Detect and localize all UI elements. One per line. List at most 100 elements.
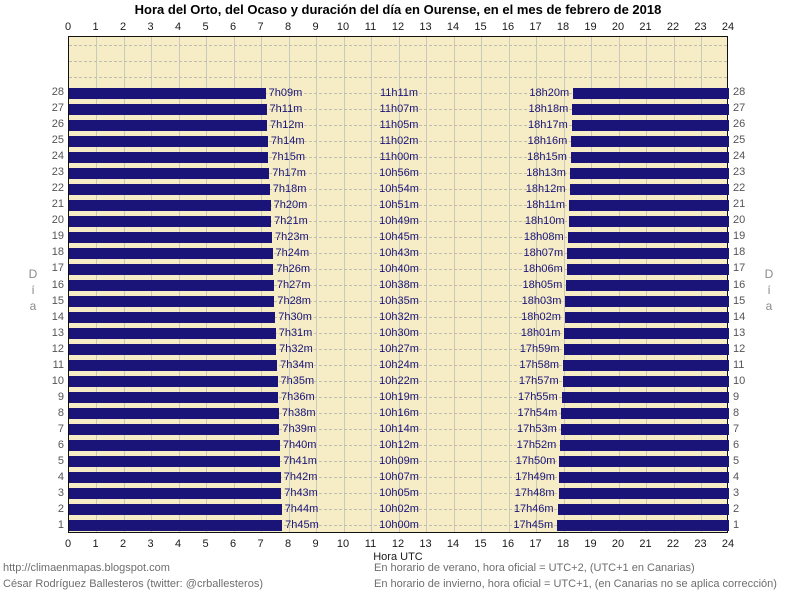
- day-length-label: 10h02m: [379, 503, 419, 516]
- gridline-dashed: [69, 509, 727, 511]
- footer-source-url: http://climaenmapas.blogspot.com: [3, 562, 170, 574]
- day-number-right: 12: [733, 342, 746, 355]
- day-number-right: 28: [733, 86, 746, 99]
- night-bar-after-sunset: [558, 472, 729, 484]
- gridline-dashed: [69, 525, 727, 527]
- day-number-left: 28: [51, 86, 64, 99]
- x-axis-bottom: 0 1 2 3 4 5 6 7 8 9 10 11 12 13 14 15 16 17 18 19 20 21 22 23 24: [0, 537, 796, 551]
- day-number-right: 21: [733, 198, 746, 211]
- x-tick-label: 3: [147, 538, 154, 550]
- sunset-time-label: 18h06m: [522, 262, 563, 275]
- night-bar-after-sunset: [569, 199, 729, 211]
- gridline-dashed: [69, 44, 727, 46]
- x-tick-label: 8: [284, 21, 292, 33]
- day-number-left: 13: [51, 326, 64, 339]
- gridline-vertical: [453, 37, 455, 532]
- sunset-time-label: 18h02m: [521, 311, 561, 324]
- night-bar-after-sunset: [561, 408, 729, 420]
- day-length-label: 10h49m: [379, 214, 419, 227]
- day-number-left: 22: [51, 182, 64, 195]
- sunset-time-label: 18h18m: [528, 102, 569, 115]
- day-number-left: 19: [51, 230, 64, 243]
- gridline-dashed: [69, 445, 727, 447]
- day-length-label: 10h30m: [379, 327, 419, 340]
- day-number-right: 24: [733, 150, 746, 163]
- day-number-left: 24: [51, 150, 64, 163]
- night-bar-before-sunrise: [69, 456, 281, 468]
- y-axis-title-letter: a: [765, 299, 773, 313]
- x-tick-label: 14: [446, 21, 460, 33]
- day-number-right: 6: [733, 438, 740, 451]
- night-bar-after-sunset: [562, 376, 729, 388]
- day-number-left: 9: [57, 390, 64, 403]
- sunset-time-label: 18h05m: [522, 279, 563, 291]
- gridline-vertical: [536, 37, 537, 532]
- night-bar-before-sunrise: [69, 87, 266, 99]
- night-bar-before-sunrise: [69, 424, 280, 436]
- day-length-label: 10h19m: [379, 391, 419, 404]
- x-tick-label: 2: [119, 538, 127, 550]
- night-bar-before-sunrise: [69, 520, 283, 532]
- night-bar-after-sunset: [569, 183, 729, 195]
- day-length-label: 10h32m: [379, 311, 419, 324]
- sunset-time-label: 18h10m: [524, 214, 565, 227]
- x-tick-label: 24: [721, 538, 735, 550]
- x-tick-label: 23: [694, 21, 707, 33]
- gridline-dashed: [69, 333, 727, 335]
- sunset-time-label: 18h12m: [525, 182, 566, 195]
- gridline-dashed: [69, 60, 727, 62]
- x-tick-label: 4: [174, 21, 182, 33]
- day-length-label: 10h05m: [379, 487, 419, 500]
- day-number-left: 17: [51, 262, 64, 275]
- footer-note-winter: En horario de invierno, hora oficial = U…: [374, 578, 777, 590]
- night-bar-before-sunrise: [69, 312, 276, 324]
- x-tick-label: 16: [501, 21, 515, 33]
- day-length-label: 11h05m: [379, 118, 419, 131]
- sunrise-time-label: 7h26m: [276, 262, 311, 275]
- x-tick-label: 8: [284, 538, 292, 550]
- night-bar-before-sunrise: [69, 504, 282, 516]
- day-number-left: 6: [57, 438, 64, 451]
- sunrise-time-label: 7h18m: [272, 182, 307, 195]
- day-number-right: 26: [733, 118, 746, 131]
- night-bar-after-sunset: [571, 119, 729, 131]
- sunset-time-label: 17h58m: [519, 359, 560, 372]
- gridline-vertical: [481, 37, 482, 532]
- sunset-time-label: 18h13m: [526, 166, 566, 179]
- sunrise-time-label: 7h28m: [277, 295, 311, 308]
- day-number-right: 15: [733, 294, 746, 307]
- x-tick-label: 1: [92, 21, 99, 33]
- gridline-vertical: [426, 37, 427, 532]
- day-number-right: 9: [733, 390, 740, 403]
- gridline-dashed: [69, 413, 727, 415]
- night-bar-before-sunrise: [69, 103, 267, 115]
- x-tick-label: 0: [64, 538, 72, 550]
- day-number-right: 23: [733, 166, 746, 179]
- day-number-right: 14: [733, 310, 746, 323]
- gridline-dashed: [69, 477, 727, 479]
- x-tick-label: 14: [446, 538, 460, 550]
- day-number-right: 8: [733, 406, 740, 419]
- sunset-time-label: 18h03m: [521, 295, 562, 308]
- day-length-label: 10h22m: [379, 375, 419, 388]
- night-bar-after-sunset: [568, 215, 729, 227]
- y-axis-title-letter: D: [764, 267, 774, 281]
- sunset-time-label: 17h50m: [515, 455, 556, 468]
- x-tick-label: 11: [364, 21, 377, 33]
- plot-area: 7h45m 10h00m 17h45m 7h44m 10h02m 17h46m 7h43m 1…: [68, 36, 729, 533]
- sunset-time-label: 17h48m: [514, 487, 555, 500]
- x-tick-label: 9: [312, 21, 319, 33]
- x-tick-label: 13: [419, 538, 432, 550]
- sunset-time-label: 18h15m: [527, 150, 567, 163]
- day-number-left: 1: [57, 518, 64, 531]
- day-number-left: 11: [52, 358, 64, 371]
- sunset-time-label: 18h20m: [529, 86, 570, 99]
- x-tick-label: 24: [721, 21, 735, 33]
- day-number-left: 4: [57, 470, 64, 483]
- x-tick-label: 20: [611, 21, 625, 33]
- sunrise-time-label: 7h20m: [273, 198, 308, 211]
- x-tick-label: 1: [92, 538, 99, 550]
- sunrise-time-label: 7h32m: [279, 343, 313, 356]
- sunrise-time-label: 7h39m: [282, 423, 317, 436]
